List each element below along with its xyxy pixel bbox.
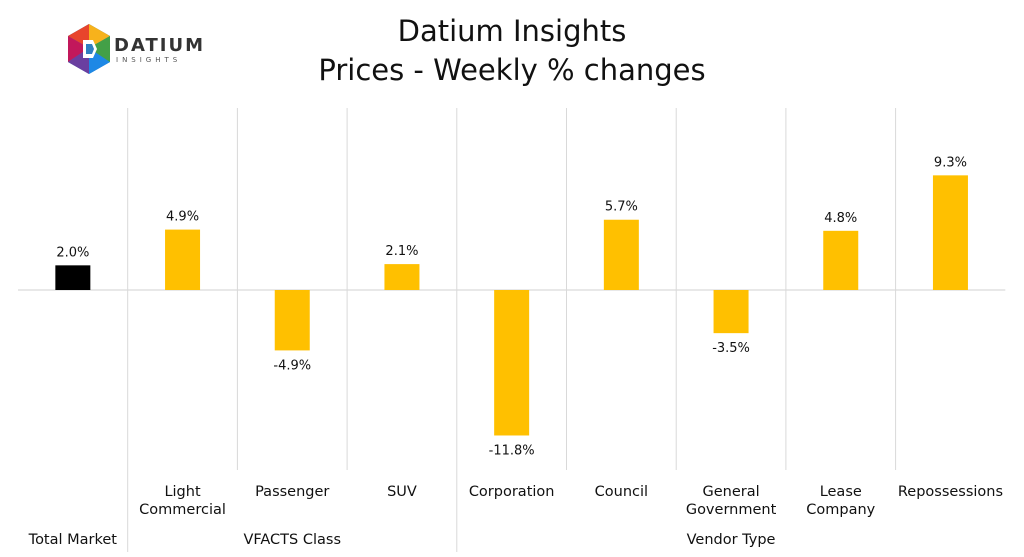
category-label: Passenger	[255, 484, 329, 500]
data-label: 5.7%	[605, 200, 638, 215]
category-label: Company	[806, 502, 875, 518]
chart-title-line-2: Prices - Weekly % changes	[318, 53, 706, 87]
bar	[713, 290, 749, 334]
group-label: Vendor Type	[687, 532, 776, 548]
bar	[274, 290, 310, 351]
datium-logo-icon	[68, 24, 110, 74]
data-label: 4.8%	[824, 211, 857, 226]
bar	[823, 230, 859, 290]
data-label: 2.1%	[385, 244, 418, 259]
category-label: Light	[164, 484, 201, 500]
bar	[494, 290, 530, 436]
data-label: 4.9%	[166, 210, 199, 225]
category-label: Commercial	[139, 502, 226, 518]
data-label: -3.5%	[712, 341, 750, 356]
group-label: VFACTS Class	[243, 532, 341, 548]
group-label: Total Market	[28, 532, 118, 548]
category-label: General	[702, 484, 759, 500]
data-label: 2.0%	[56, 245, 89, 260]
bar	[932, 175, 968, 290]
bar	[603, 219, 639, 290]
data-label: -11.8%	[489, 443, 535, 458]
logo-tagline: INSIGHTS	[116, 56, 182, 64]
data-label: -4.9%	[273, 358, 311, 373]
category-label: Corporation	[469, 484, 555, 500]
logo-wordmark: DATIUM	[114, 35, 205, 56]
category-label: Lease	[820, 484, 862, 500]
bar	[55, 265, 91, 290]
category-label: Government	[686, 502, 777, 518]
category-label: Council	[595, 484, 648, 500]
bar	[165, 229, 201, 290]
datium-logo: DATIUM INSIGHTS	[66, 22, 206, 76]
category-label: Repossessions	[898, 484, 1003, 500]
bar	[384, 264, 420, 290]
chart-title-line-1: Datium Insights	[397, 14, 627, 48]
category-label: SUV	[387, 484, 417, 500]
data-label: 9.3%	[934, 155, 967, 170]
